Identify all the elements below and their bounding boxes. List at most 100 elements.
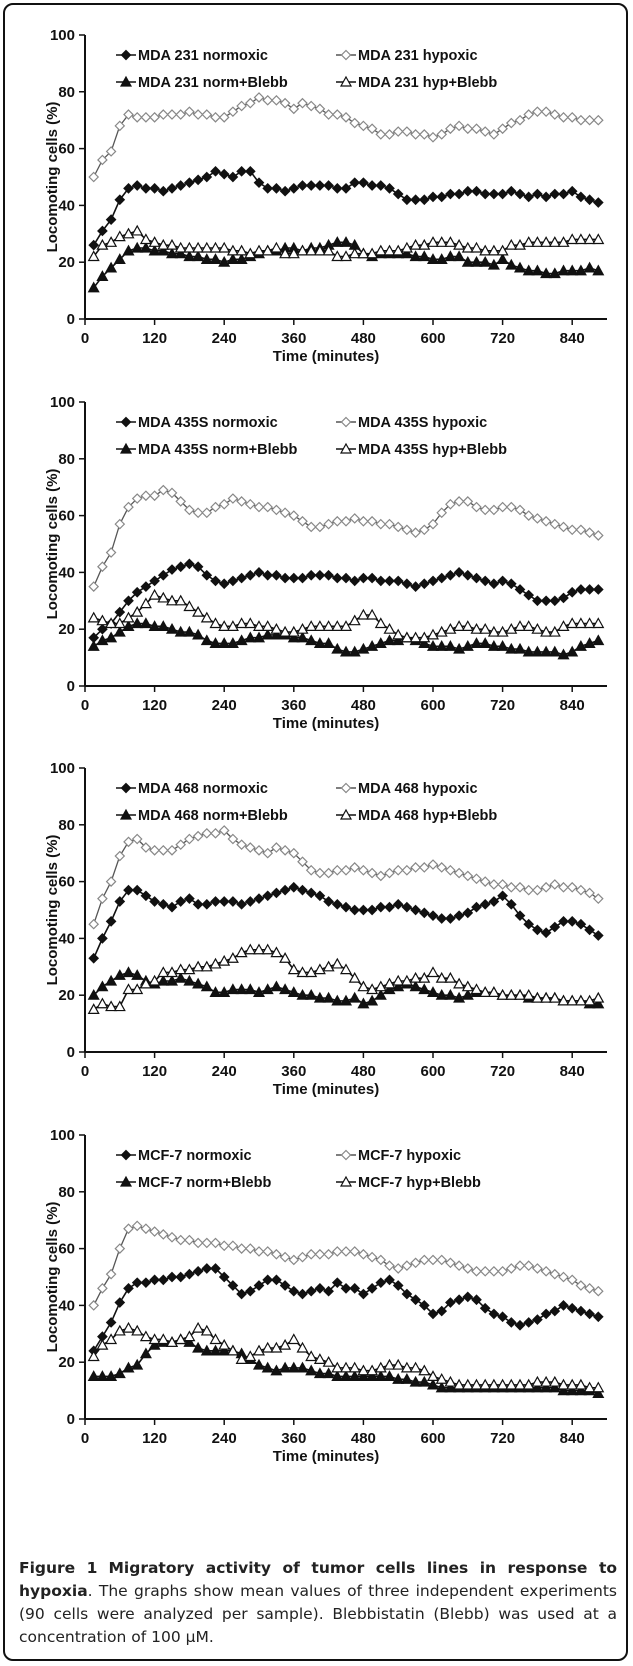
chart-panel-2: 0 20 40 60 80 100 0 120 240 360 480 600 720 840 Time (… [44,394,607,732]
data-point [262,94,274,106]
data-point [331,183,343,194]
data-point [261,943,274,955]
data-point [427,191,439,203]
legend-marker [120,416,132,428]
data-point [435,640,448,651]
data-point [322,637,335,649]
data-point [540,645,553,657]
data-point [96,614,109,626]
data-point [566,1378,579,1390]
data-point [513,642,527,654]
data-point [375,180,387,191]
data-point [184,558,195,570]
data-point [540,1265,552,1277]
series-1 [88,881,604,964]
data-point [418,578,430,590]
data-point [575,114,587,126]
series-2 [88,825,604,930]
data-point [497,1265,508,1277]
data-point [96,238,109,250]
data-point [479,637,492,649]
data-point [236,1288,247,1300]
data-point [131,241,144,253]
data-point [105,876,117,887]
data-point [97,933,108,944]
data-point [409,1361,422,1373]
data-point [209,1333,222,1345]
data-point [296,631,309,643]
data-point [409,971,422,983]
data-point [522,645,535,657]
data-point [218,620,231,631]
x-tick-label: 480 [351,1063,376,1080]
data-point [392,126,404,137]
data-point [97,1283,108,1294]
data-point [479,986,492,997]
data-point [88,581,100,592]
data-point [540,595,552,607]
legend-marker [340,1149,352,1161]
data-point [183,600,196,612]
data-point [201,827,213,839]
data-point [410,581,421,592]
data-point [514,1260,526,1271]
data-point [540,625,553,637]
data-point [123,1283,134,1294]
legend-marker [339,442,353,454]
data-point [410,1257,421,1269]
data-point [453,1294,465,1306]
data-point [366,867,378,879]
data-point [444,971,457,983]
data-point [184,106,195,118]
data-point [427,1254,439,1266]
data-point [174,594,187,606]
data-point [226,1344,239,1356]
data-point [279,185,291,197]
x-tick-label: 360 [281,1063,306,1080]
data-point [210,165,221,177]
data-point [114,120,126,132]
data-point [531,645,544,657]
data-point [366,180,378,191]
data-point [348,971,361,983]
y-tick-label: 60 [58,1241,75,1258]
data-point [523,109,535,120]
data-point [236,496,247,507]
data-point [575,1280,587,1291]
data-point [392,1358,405,1370]
data-point [200,980,213,992]
data-point [487,1378,500,1390]
data-point [288,847,300,859]
data-point [313,244,326,256]
data-point [113,253,126,264]
data-point [157,238,170,250]
data-point [148,1338,161,1350]
data-point [409,238,422,250]
data-point [149,845,160,856]
series-1 [88,558,604,644]
legend-label: MCF-7 norm+Blebb [138,1175,271,1191]
figure-frame: 0 20 40 60 80 100 0 120 240 360 480 600 720 840 Time (… [3,3,628,1661]
data-point [479,255,492,267]
data-point [323,518,334,530]
data-point [201,109,213,120]
data-point [96,1338,109,1350]
data-point [479,1378,492,1390]
data-point [366,608,379,620]
data-point [358,904,369,916]
data-point [175,561,187,573]
data-point [583,637,596,649]
data-point [227,1240,239,1252]
data-point [174,963,187,975]
data-point [574,640,587,651]
data-point [200,1344,213,1356]
data-point [401,864,413,876]
data-point [253,1280,265,1291]
data-point [470,637,483,649]
data-point [514,1319,526,1331]
data-point [453,977,466,989]
data-point [314,890,326,902]
data-point [131,180,143,191]
data-point [349,177,361,189]
data-point [323,1248,334,1260]
